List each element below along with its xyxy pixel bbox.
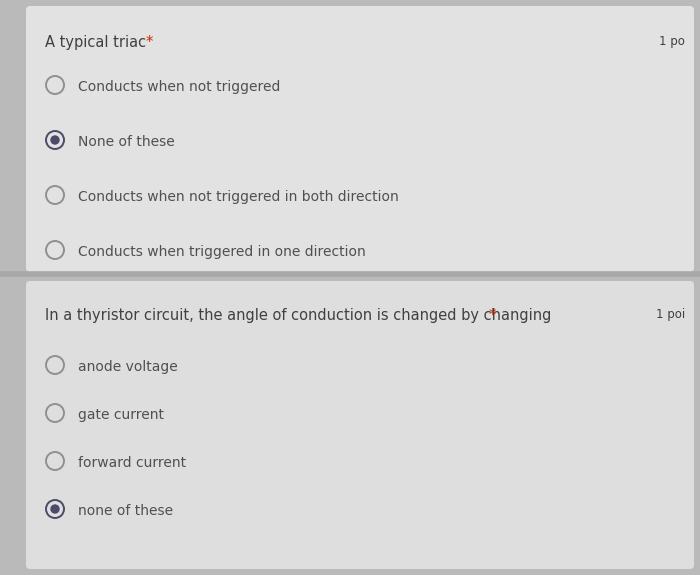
Text: Conducts when triggered in one direction: Conducts when triggered in one direction: [78, 245, 365, 259]
Text: Conducts when not triggered: Conducts when not triggered: [78, 80, 281, 94]
Circle shape: [50, 135, 60, 145]
Text: forward current: forward current: [78, 456, 186, 470]
Text: *: *: [146, 35, 153, 50]
Circle shape: [50, 504, 60, 513]
Text: Conducts when not triggered in both direction: Conducts when not triggered in both dire…: [78, 190, 399, 204]
Text: 1 po: 1 po: [659, 35, 685, 48]
Text: gate current: gate current: [78, 408, 164, 422]
Text: none of these: none of these: [78, 504, 173, 518]
Text: A typical triac: A typical triac: [45, 35, 150, 50]
Text: *: *: [489, 308, 496, 323]
Text: None of these: None of these: [78, 135, 175, 149]
Text: anode voltage: anode voltage: [78, 360, 178, 374]
Text: In a thyristor circuit, the angle of conduction is changed by changing: In a thyristor circuit, the angle of con…: [45, 308, 556, 323]
FancyBboxPatch shape: [26, 6, 694, 272]
Text: 1 poi: 1 poi: [656, 308, 685, 321]
FancyBboxPatch shape: [26, 281, 694, 569]
